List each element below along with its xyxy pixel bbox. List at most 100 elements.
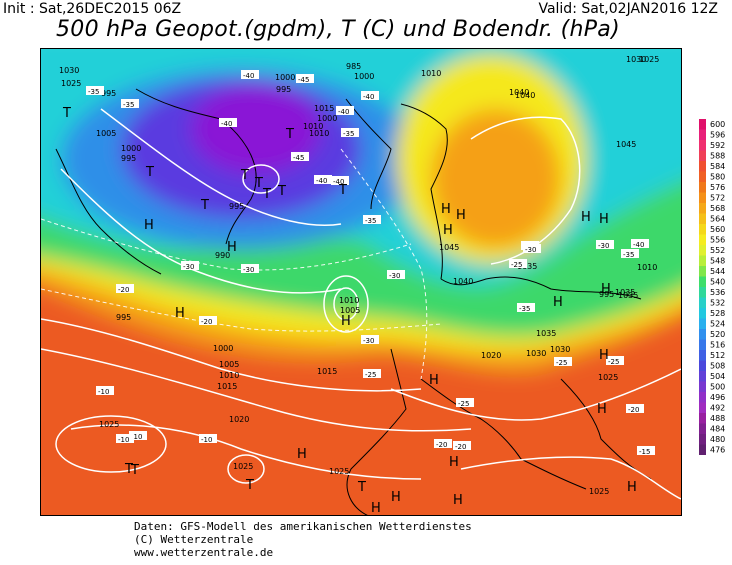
scale-swatch (699, 140, 706, 151)
geopotential-fill (41, 49, 681, 515)
temperature-label: -25 (554, 357, 572, 367)
valid-time-label: Valid: Sat,02JAN2016 12Z (538, 1, 718, 17)
scale-swatch (699, 297, 706, 308)
scale-swatch (699, 402, 706, 413)
scale-level-label: 592 (710, 141, 725, 150)
high-pressure-marker: H (581, 210, 591, 225)
scale-level-label: 488 (710, 414, 725, 423)
temperature-label-text: -10 (98, 388, 109, 396)
pressure-label: 995 (121, 154, 136, 163)
pressure-label: 1000 (121, 144, 141, 153)
pressure-label: 995 (229, 202, 244, 211)
temperature-label-text: -45 (293, 154, 304, 162)
temperature-label-text: -25 (556, 359, 567, 367)
temperature-label-text: -25 (458, 400, 469, 408)
footer-website: www.wetterzentrale.de (134, 546, 274, 559)
high-pressure-marker: H (429, 373, 439, 388)
pressure-label: 995 (101, 89, 116, 98)
temperature-label-text: -40 (221, 120, 232, 128)
pressure-label: 1010 (219, 371, 239, 380)
scale-swatch (699, 413, 706, 424)
pressure-label: 995 (599, 290, 614, 299)
temperature-label-box (291, 152, 309, 161)
high-pressure-marker: H (449, 455, 459, 470)
pressure-label: 985 (346, 62, 361, 71)
temperature-label-box (631, 239, 649, 248)
pressure-label: 1010 (339, 296, 359, 305)
high-pressure-marker: H (453, 493, 463, 508)
temperature-label: -35 (121, 99, 139, 109)
high-pressure-marker: H (175, 306, 185, 321)
temperature-label: -40 (241, 70, 259, 80)
scale-level-label: 580 (710, 173, 725, 182)
scale-swatch (699, 234, 706, 245)
temperature-label: -20 (453, 441, 471, 451)
temperature-label: -20 (199, 316, 217, 326)
scale-level-label: 484 (710, 425, 725, 434)
scale-swatch (699, 392, 706, 403)
temperature-label-box (621, 249, 639, 258)
scale-level-label: 552 (710, 246, 725, 255)
pressure-label: 995 (276, 85, 291, 94)
scale-swatch (699, 213, 706, 224)
temperature-label-box (387, 270, 405, 279)
scale-swatch (699, 150, 706, 161)
scale-level-label: 528 (710, 309, 725, 318)
scale-swatch (699, 255, 706, 266)
temperature-label: -25 (606, 356, 624, 366)
temperature-label-text: -20 (455, 443, 466, 451)
scale-swatch (699, 371, 706, 382)
temperature-label-text: -40 (363, 93, 374, 101)
pressure-label: 1015 (217, 382, 237, 391)
temperature-label-box (361, 335, 379, 344)
temperature-label-box (129, 431, 147, 440)
scale-swatch (699, 161, 706, 172)
low-pressure-marker: T (285, 127, 294, 142)
low-pressure-marker: T (338, 183, 347, 198)
temperature-label-box (331, 176, 349, 185)
low-pressure-marker: T (124, 462, 133, 477)
pressure-label: 1015 (317, 367, 337, 376)
scale-level-label: 520 (710, 330, 725, 339)
scale-swatch (699, 171, 706, 182)
temperature-label: -45 (296, 74, 314, 84)
temperature-label-box (336, 106, 354, 115)
pressure-label: 1005 (340, 306, 360, 315)
pressure-label: 1025 (589, 487, 609, 496)
temperature-label-text: -30 (389, 272, 400, 280)
pressure-label: 1020 (229, 415, 249, 424)
scale-level-label: 504 (710, 372, 725, 381)
temperature-label-box (363, 369, 381, 378)
temperature-label-text: -35 (123, 101, 134, 109)
pressure-label: 1040 (509, 88, 529, 97)
high-pressure-marker: H (341, 314, 351, 329)
temperature-labels: -35-35-40 -45-40-40-35-40-45-40-35-30 -30-… (86, 70, 655, 456)
scale-level-label: 596 (710, 131, 725, 140)
scale-level-label: 516 (710, 341, 725, 350)
high-pressure-marker: H (601, 282, 611, 297)
scale-level-label: 512 (710, 351, 725, 360)
scale-level-label: 476 (710, 446, 725, 455)
footer-source: Daten: GFS-Modell des amerikanischen Wet… (134, 520, 472, 533)
high-pressure-marker: H (597, 402, 607, 417)
temperature-label-box (509, 259, 527, 268)
temperature-label-box (296, 74, 314, 83)
temperature-label-box (517, 303, 535, 312)
temperature-label-text: -40 (243, 72, 254, 80)
high-pressure-marker: H (443, 223, 453, 238)
scale-swatch (699, 360, 706, 371)
low-pressure-marker: T (130, 463, 139, 478)
temperature-label-text: -30 (598, 242, 609, 250)
scale-level-label: 576 (710, 183, 725, 192)
scale-swatch (699, 318, 706, 329)
scale-swatch (699, 129, 706, 140)
pressure-label: 1000 (317, 114, 337, 123)
temperature-label-text: -30 (243, 266, 254, 274)
geopotential-contours (41, 148, 442, 380)
map-title: 500 hPa Geopot.(gpdm), T (C) und Bodendr… (56, 17, 620, 42)
temperature-label: -10 (199, 434, 217, 444)
pressure-label: 990 (215, 251, 230, 260)
scale-swatch (699, 182, 706, 193)
